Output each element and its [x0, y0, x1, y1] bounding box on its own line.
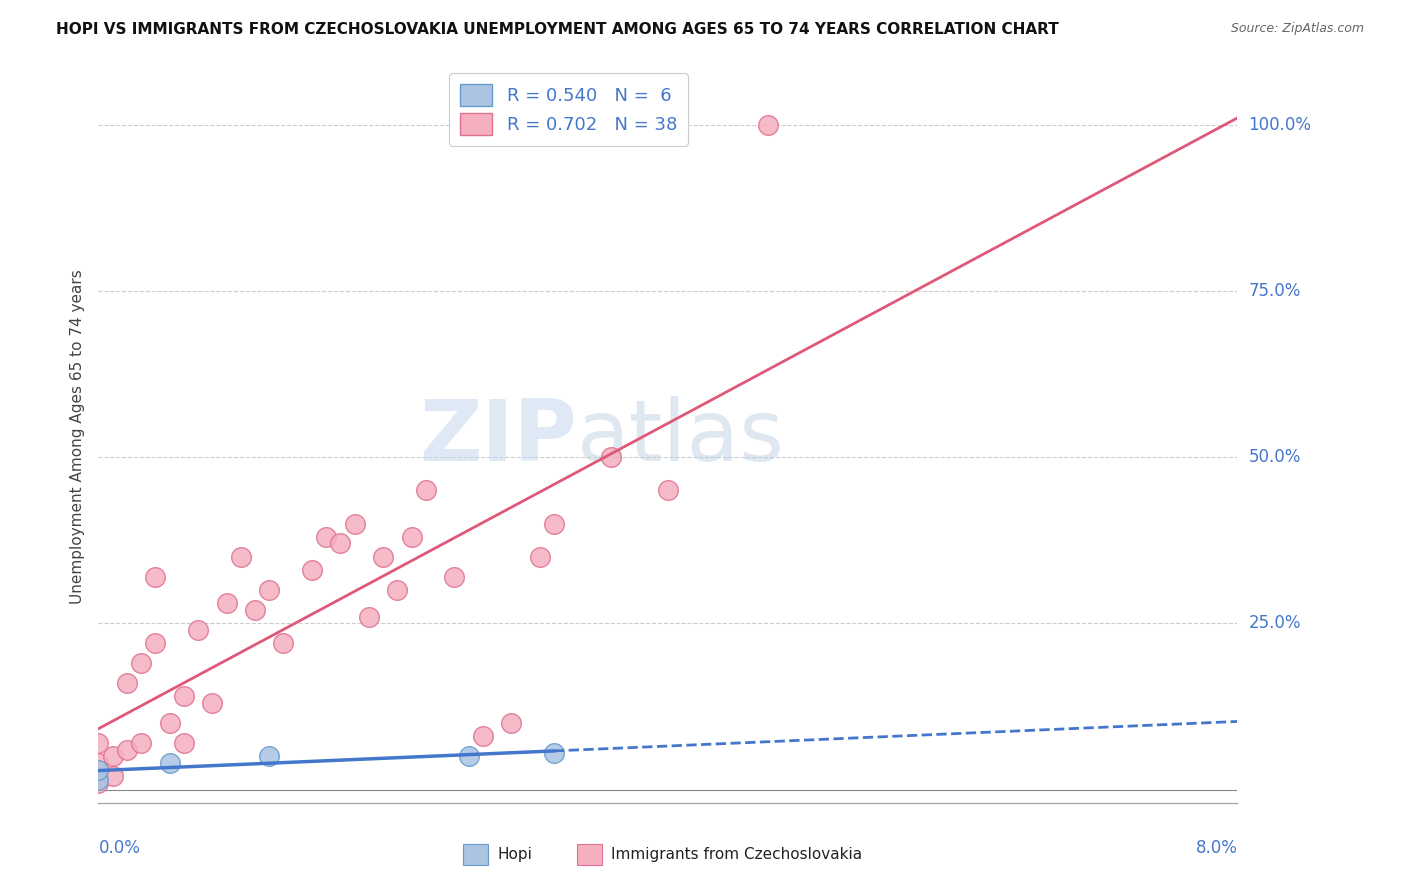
Point: [401, 530, 423, 544]
Point: [259, 749, 281, 764]
Point: [145, 570, 167, 584]
Point: [415, 483, 437, 498]
Point: [87, 756, 110, 770]
Point: [657, 483, 679, 498]
Text: 50.0%: 50.0%: [1249, 448, 1301, 466]
Point: [201, 696, 224, 710]
Point: [301, 563, 323, 577]
Point: [129, 736, 152, 750]
Text: Source: ZipAtlas.com: Source: ZipAtlas.com: [1230, 22, 1364, 36]
Text: HOPI VS IMMIGRANTS FROM CZECHOSLOVAKIA UNEMPLOYMENT AMONG AGES 65 TO 74 YEARS CO: HOPI VS IMMIGRANTS FROM CZECHOSLOVAKIA U…: [56, 22, 1059, 37]
Point: [343, 516, 366, 531]
FancyBboxPatch shape: [463, 844, 488, 865]
Point: [229, 549, 252, 564]
Point: [159, 756, 181, 770]
Point: [101, 769, 124, 783]
Point: [273, 636, 295, 650]
Point: [371, 549, 394, 564]
Point: [173, 736, 195, 750]
Point: [471, 729, 494, 743]
Point: [145, 636, 167, 650]
Text: 100.0%: 100.0%: [1249, 116, 1312, 134]
Point: [315, 530, 337, 544]
Point: [101, 749, 124, 764]
Point: [87, 776, 110, 790]
Point: [187, 623, 209, 637]
Point: [243, 603, 266, 617]
Text: 75.0%: 75.0%: [1249, 282, 1301, 300]
Text: 25.0%: 25.0%: [1249, 615, 1301, 632]
Text: ZIP: ZIP: [419, 395, 576, 479]
Point: [87, 763, 110, 777]
Point: [457, 749, 479, 764]
Point: [529, 549, 551, 564]
Point: [129, 656, 152, 670]
Y-axis label: Unemployment Among Ages 65 to 74 years: Unemployment Among Ages 65 to 74 years: [69, 269, 84, 605]
Legend: R = 0.540   N =  6, R = 0.702   N = 38: R = 0.540 N = 6, R = 0.702 N = 38: [449, 73, 688, 146]
Text: atlas: atlas: [576, 395, 785, 479]
Point: [159, 716, 181, 731]
Point: [756, 118, 779, 132]
Text: 8.0%: 8.0%: [1195, 839, 1237, 857]
Point: [543, 746, 565, 760]
Point: [543, 516, 565, 531]
Point: [115, 742, 138, 756]
Point: [357, 609, 380, 624]
FancyBboxPatch shape: [576, 844, 602, 865]
Point: [115, 676, 138, 690]
Point: [87, 772, 110, 787]
Point: [600, 450, 623, 464]
Point: [443, 570, 465, 584]
Point: [329, 536, 352, 550]
Point: [501, 716, 523, 731]
Text: Immigrants from Czechoslovakia: Immigrants from Czechoslovakia: [612, 847, 862, 862]
Text: Hopi: Hopi: [498, 847, 531, 862]
Point: [215, 596, 238, 610]
Text: 0.0%: 0.0%: [98, 839, 141, 857]
Point: [387, 582, 409, 597]
Point: [173, 690, 195, 704]
Point: [259, 582, 281, 597]
Point: [87, 736, 110, 750]
